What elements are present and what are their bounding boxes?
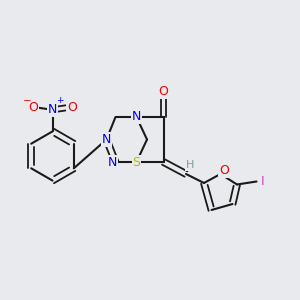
Text: H: H bbox=[185, 160, 194, 170]
Text: +: + bbox=[56, 96, 63, 105]
Text: S: S bbox=[133, 155, 140, 169]
Text: O: O bbox=[28, 101, 38, 114]
Text: −: − bbox=[22, 96, 32, 106]
Text: N: N bbox=[108, 155, 117, 169]
Text: N: N bbox=[102, 133, 111, 146]
Text: O: O bbox=[159, 85, 168, 98]
Text: N: N bbox=[132, 110, 141, 124]
Text: O: O bbox=[67, 101, 77, 114]
Text: N: N bbox=[48, 103, 57, 116]
Text: O: O bbox=[219, 164, 229, 178]
Text: I: I bbox=[261, 175, 264, 188]
